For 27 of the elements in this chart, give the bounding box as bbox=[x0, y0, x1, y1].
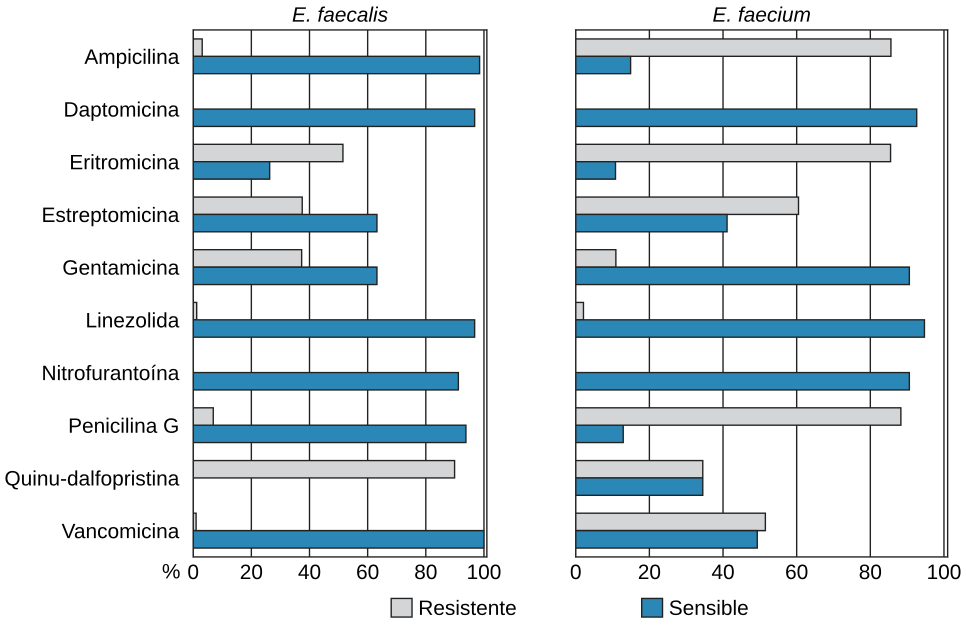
y-tick-label: Daptomicina bbox=[65, 101, 180, 121]
y-tick-label: Eritromicina bbox=[71, 154, 180, 170]
y-tick-label: Estreptomicina bbox=[43, 206, 180, 226]
x-tick-label: 20 bbox=[240, 564, 262, 580]
x-tick-label: 60 bbox=[357, 564, 378, 580]
chart-title: E. faecium bbox=[713, 6, 810, 22]
y-tick-label: Quinu-dalfopristina bbox=[5, 470, 180, 490]
x-tick-label: 40 bbox=[298, 564, 320, 580]
legend-label: Resistente bbox=[420, 600, 516, 616]
y-tick-label: Vancomicina bbox=[62, 523, 180, 538]
chart-title: E. faecalis bbox=[292, 6, 388, 22]
x-tick-label: 100 bbox=[928, 564, 961, 580]
x-tick-label: 20 bbox=[638, 564, 660, 580]
y-tick-label: Ampicilina bbox=[84, 48, 180, 68]
x-tick-label: 0 bbox=[188, 564, 198, 580]
x-tick-label: 80 bbox=[415, 564, 437, 580]
y-tick-label: Nitrofurantoína bbox=[43, 364, 180, 380]
y-tick-label: Gentamicina bbox=[63, 260, 180, 275]
x-tick-label: 40 bbox=[712, 564, 734, 580]
legend-label: Sensible bbox=[670, 600, 748, 616]
x-tick-label: 100 bbox=[468, 564, 501, 580]
x-tick-label: 60 bbox=[786, 564, 808, 580]
x-tick-label: 80 bbox=[860, 564, 882, 580]
y-tick-label: Linezolida bbox=[87, 312, 180, 328]
y-tick-label: Penicilina G bbox=[70, 418, 178, 433]
x-axis-title: % bbox=[162, 564, 180, 579]
x-tick-label: 0 bbox=[570, 564, 581, 580]
